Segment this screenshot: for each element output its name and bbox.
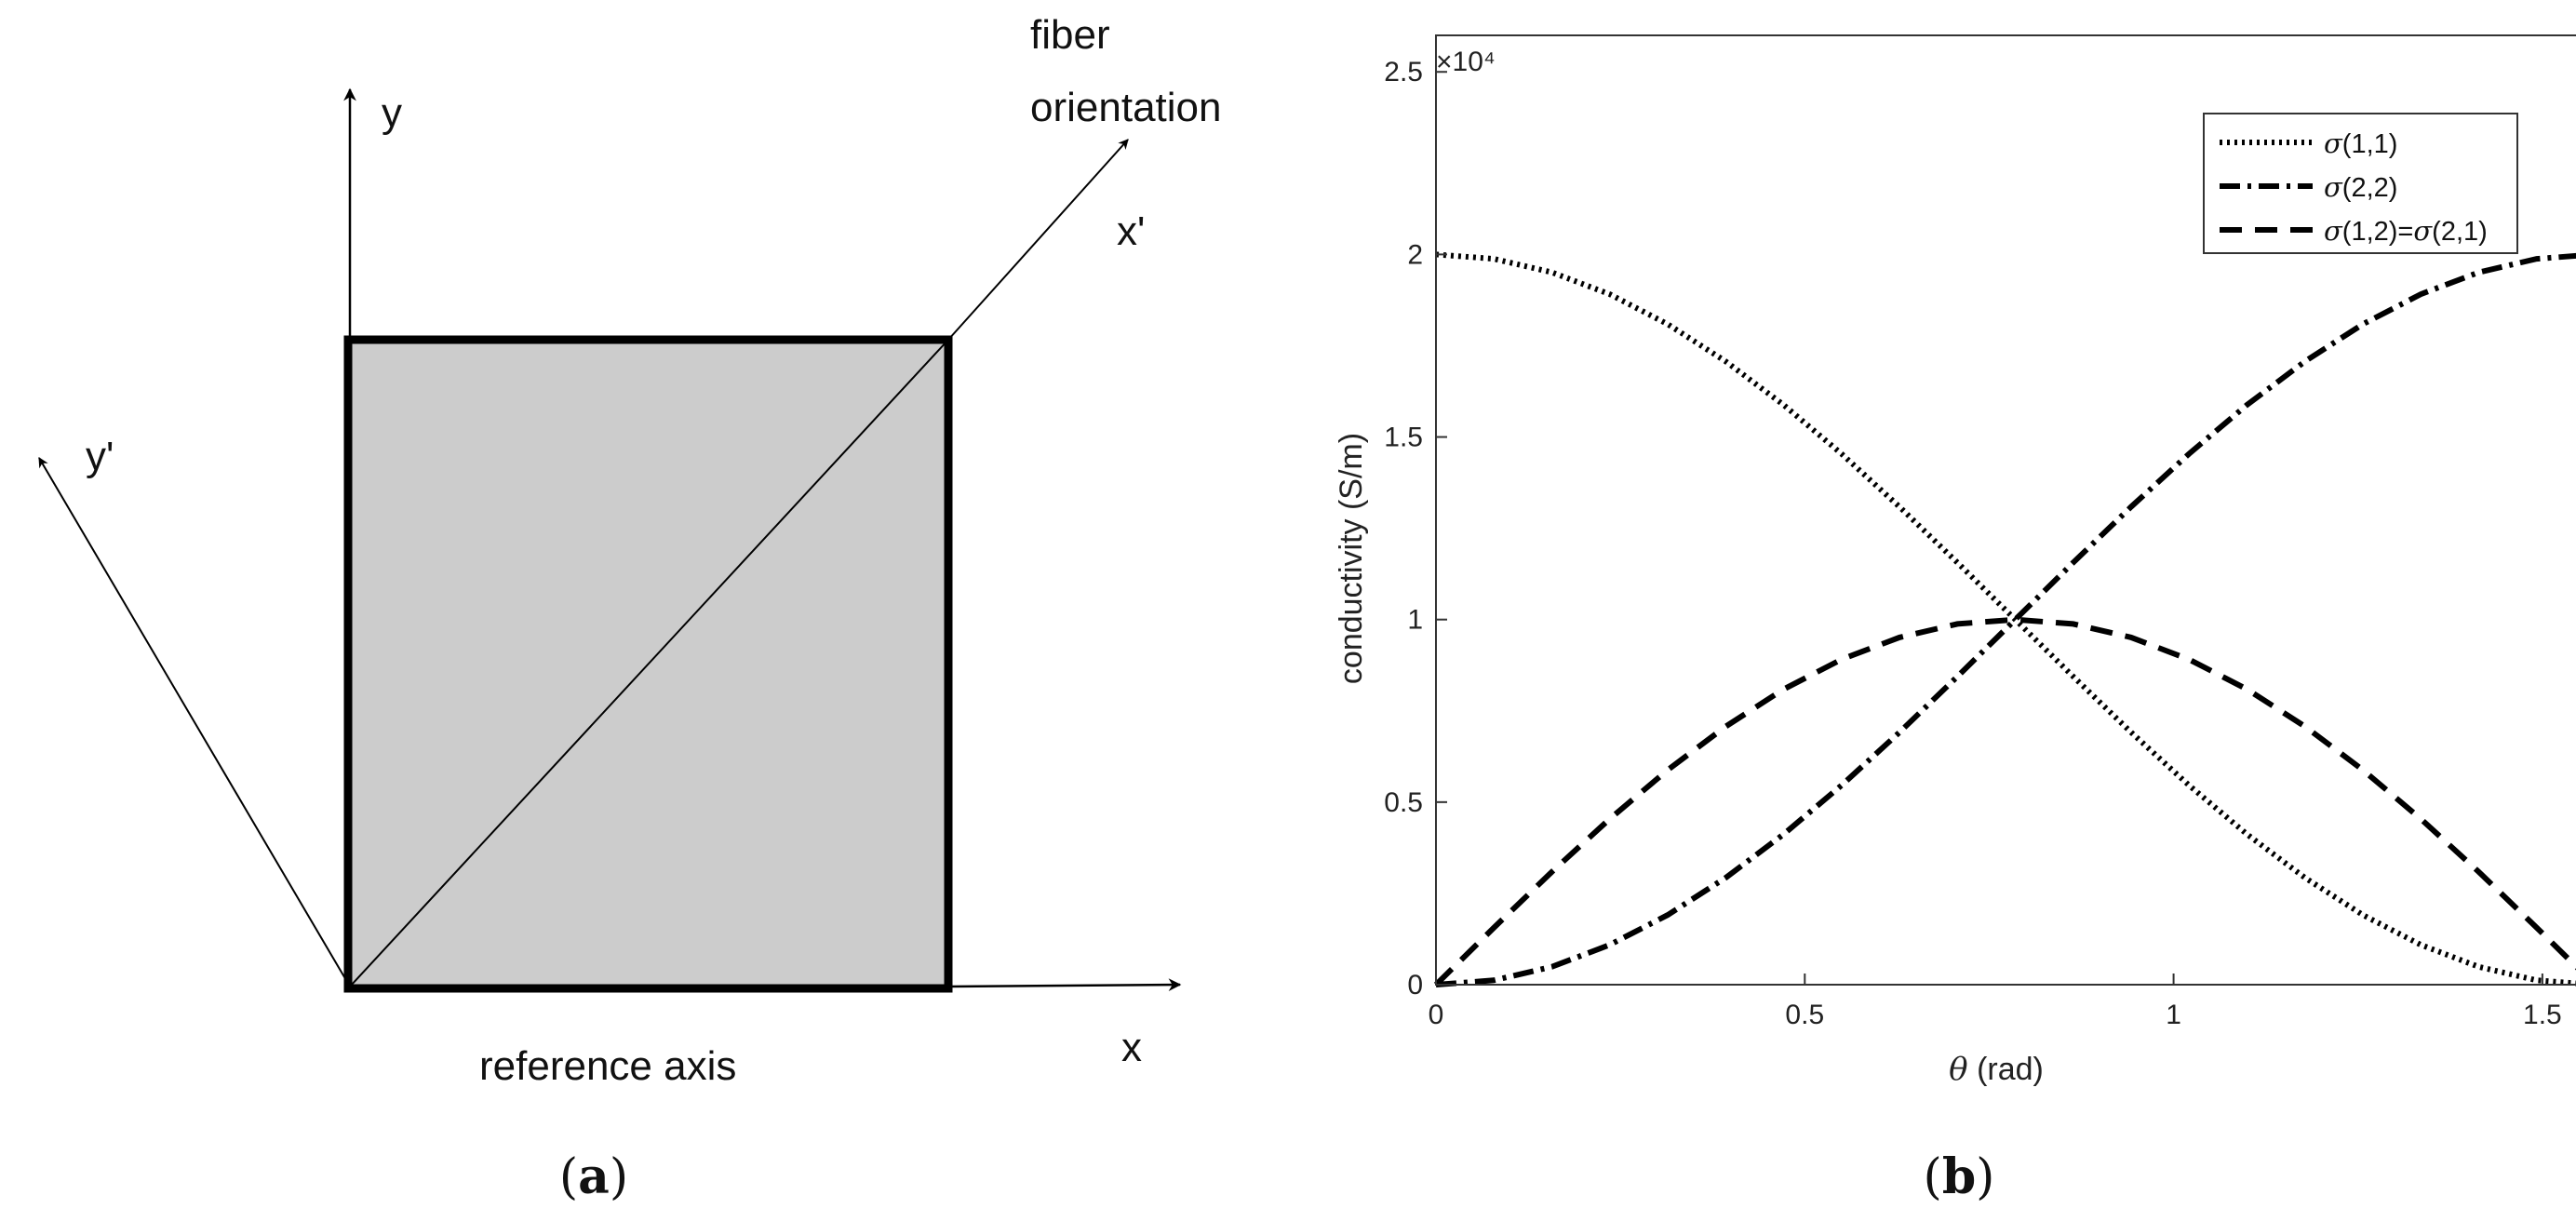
y-tick-label: 0 — [1407, 970, 1423, 1000]
exponent-label: ×10⁴ — [1436, 47, 1496, 77]
series-group — [1433, 251, 2576, 987]
caption-a: (a) — [559, 1148, 628, 1205]
x-tick-label: 1 — [2166, 1000, 2181, 1030]
diagonal-line — [349, 339, 949, 987]
label-x: x — [1121, 1025, 1142, 1070]
label-reference-axis: reference axis — [479, 1043, 736, 1089]
series-line-1 — [1435, 251, 2576, 987]
x-axis-arrow — [947, 978, 1182, 991]
label-orientation: orientation — [1030, 85, 1221, 130]
panel-a-diagram: y x x' y' fiber orientation reference ax… — [38, 12, 1221, 1205]
legend-label-s22: σ(2,2) — [2324, 171, 2397, 203]
panel-b-chart: 0 0.5 1 1.5 0 0.5 1 1.5 2 2.5 ×10⁴ θ (rad) conduc… — [1334, 34, 2576, 1205]
y-tick-label: 2.5 — [1384, 57, 1423, 87]
series-line-3 — [1433, 616, 2576, 987]
series-line-2 — [1435, 252, 2576, 987]
x-tick-label: 0 — [1429, 1000, 1444, 1030]
y-axis-title: conductivity (S/m) — [1334, 433, 1369, 684]
label-fiber: fiber — [1030, 12, 1110, 58]
y-prime-axis-arrow — [38, 457, 351, 987]
y-tick-label: 0.5 — [1384, 787, 1423, 818]
y-tick-label: 1 — [1407, 605, 1423, 636]
x-tick-label: 0.5 — [1785, 1000, 1824, 1030]
x-prime-axis-arrow — [947, 139, 1129, 341]
x-axis-title: θ (rad) — [1949, 1051, 2044, 1088]
legend-label-s12: σ(1,2)=σ(2,1) — [2324, 215, 2488, 247]
y-tick-label: 1.5 — [1384, 423, 1423, 453]
caption-b: (b) — [1924, 1148, 1995, 1205]
x-tick-label: 1.5 — [2523, 1000, 2562, 1030]
plot-frame — [1435, 34, 2576, 986]
legend-label-s11: σ(1,1) — [2324, 128, 2397, 159]
legend: σ(1,1) σ(2,2) σ(1,2)=σ(2,1) — [2203, 113, 2518, 254]
label-y: y — [382, 90, 402, 136]
label-y-prime: y' — [86, 434, 114, 479]
label-x-prime: x' — [1117, 208, 1145, 254]
ticks-group: 0 0.5 1 1.5 0 0.5 1 1.5 2 2.5 — [1384, 57, 2561, 1030]
y-tick-label: 2 — [1407, 239, 1423, 270]
